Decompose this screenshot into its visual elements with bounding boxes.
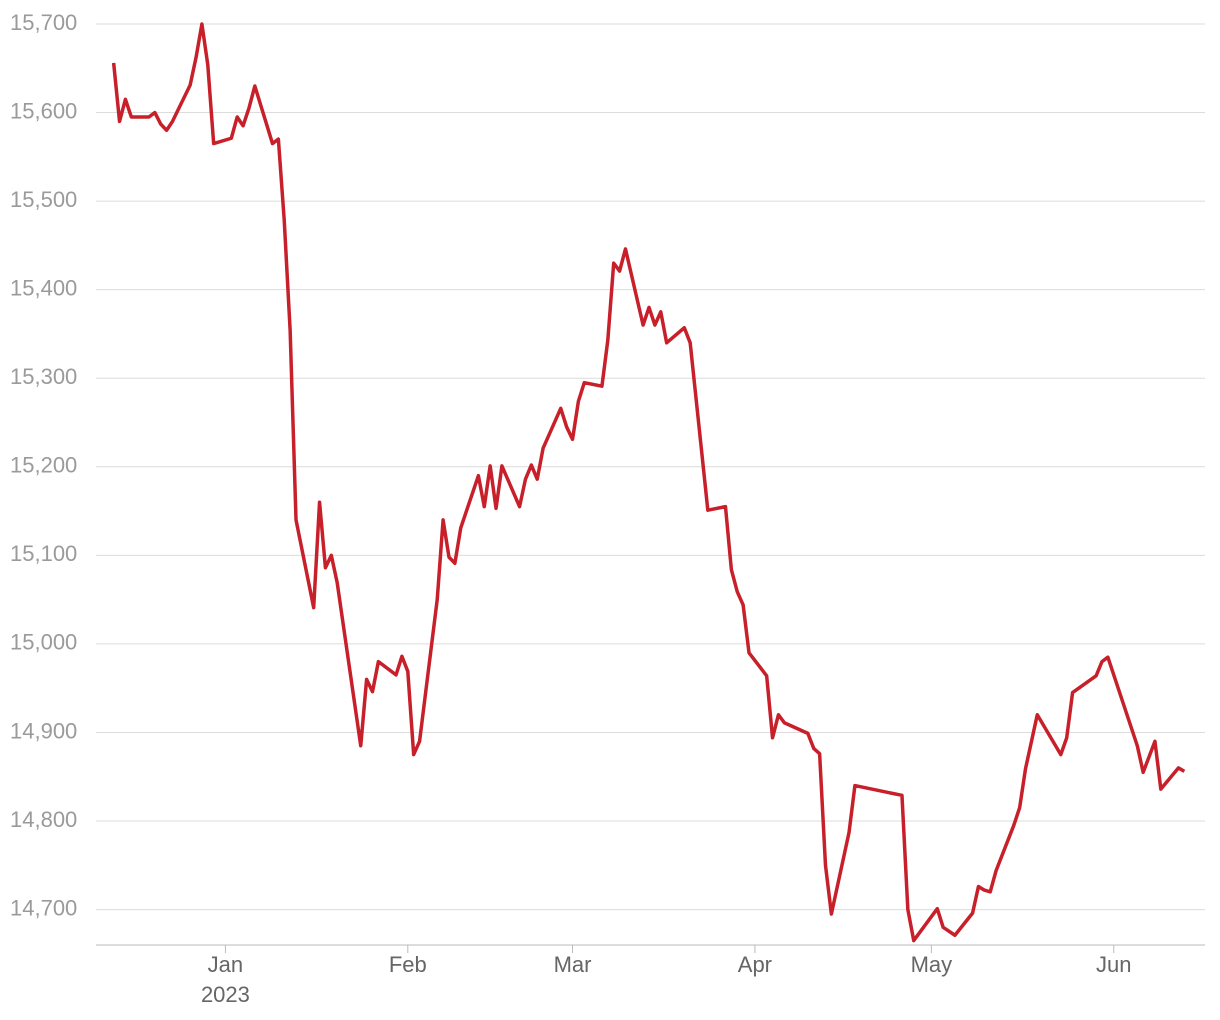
y-tick-label: 15,400: [10, 275, 77, 300]
y-tick-label: 15,600: [10, 98, 77, 123]
y-tick-label: 14,900: [10, 718, 77, 743]
y-tick-label: 15,000: [10, 630, 77, 655]
x-tick-label: Jan: [208, 952, 243, 977]
line: [111, 22, 1186, 943]
x-year-label: 2023: [201, 982, 250, 1007]
x-tick-label: Mar: [554, 952, 592, 977]
x-tick-label: May: [911, 952, 953, 977]
y-tick-label: 14,700: [10, 895, 77, 920]
x-tick-label: Jun: [1096, 952, 1131, 977]
x-tick-label: Apr: [738, 952, 772, 977]
y-tick-label: 15,700: [10, 10, 77, 35]
y-tick-label: 15,100: [10, 541, 77, 566]
y-tick-label: 15,300: [10, 364, 77, 389]
y-tick-label: 14,800: [10, 807, 77, 832]
y-tick-label: 15,500: [10, 187, 77, 212]
x-tick-label: Feb: [389, 952, 427, 977]
y-tick-label: 15,200: [10, 453, 77, 478]
